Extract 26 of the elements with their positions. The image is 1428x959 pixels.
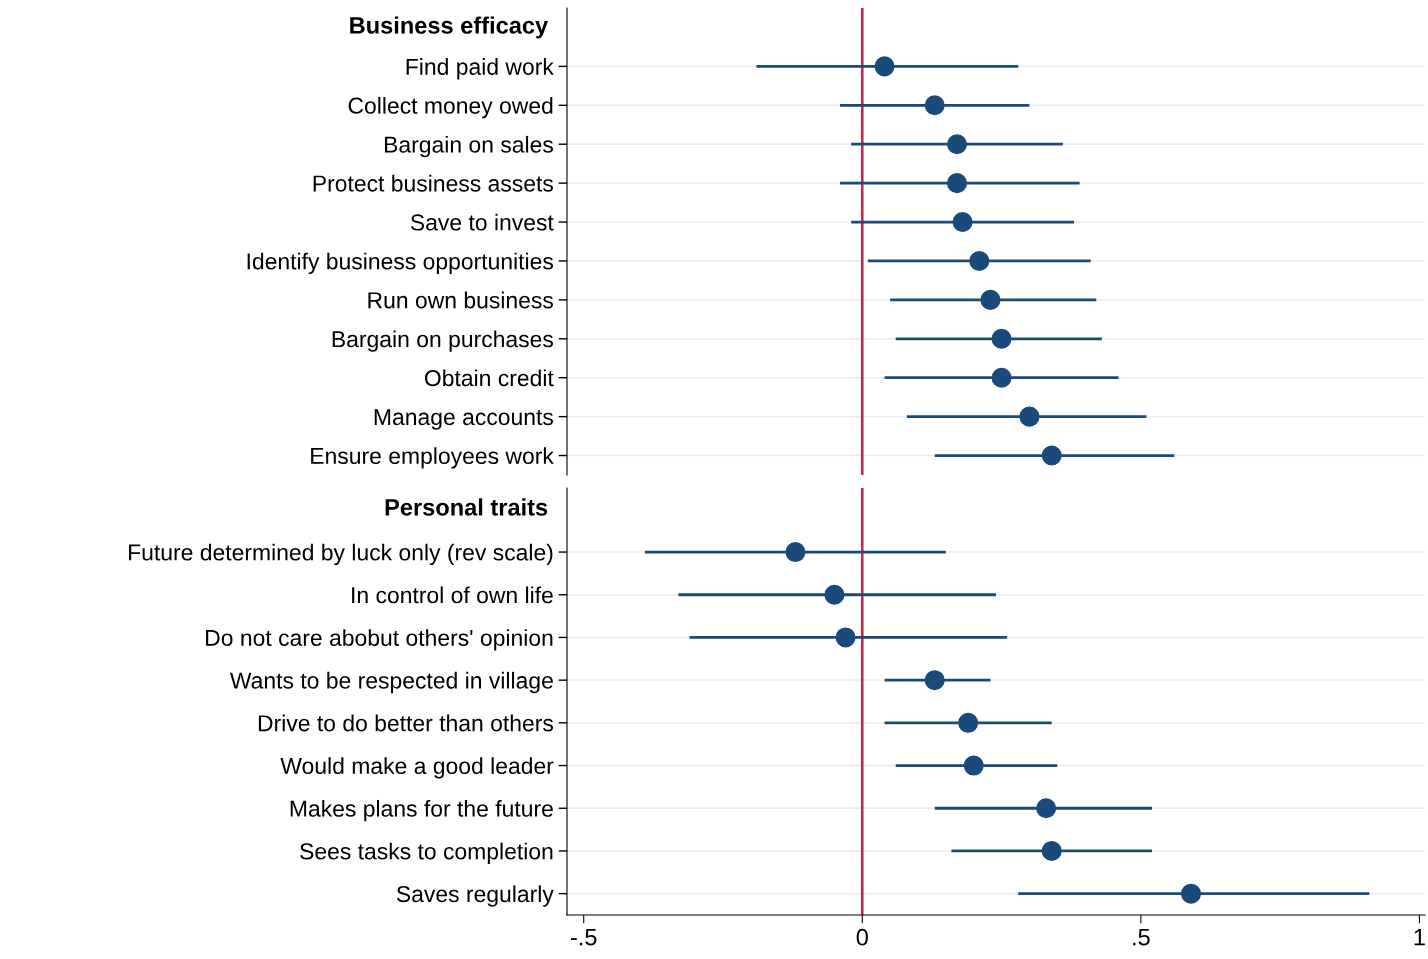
y-tick-label: Sees tasks to completion xyxy=(300,842,553,865)
y-tick-label: Bargain on sales xyxy=(384,135,553,158)
y-tick-label: Ensure employees work xyxy=(311,447,554,469)
y-tick-label: Bargain on purchases xyxy=(332,330,553,352)
y-tick-label: Do not care abobut others' opinion xyxy=(206,629,553,651)
y-tick-label: Find paid work xyxy=(406,58,554,80)
chart-title: Personal traits xyxy=(385,498,548,516)
y-tick-label: Wants to be respected in village xyxy=(229,671,553,694)
y-tick-label: Run own business xyxy=(368,291,553,309)
y-tick-label: Identify business opportunities xyxy=(247,252,553,275)
chart-title: Business efficacy xyxy=(350,16,549,39)
y-tick-label: Drive to do better than others xyxy=(258,714,553,732)
y-tick-label: Collect money owed xyxy=(348,96,553,119)
y-tick-label: Obtain credit xyxy=(424,369,554,387)
x-tick-label: 0 xyxy=(856,928,868,946)
y-tick-label: Protect business assets xyxy=(313,174,553,192)
y-tick-label: Save to invest xyxy=(410,213,554,231)
x-tick-label: 1 xyxy=(1414,929,1425,946)
x-tick-label: .5 xyxy=(1133,929,1150,946)
y-tick-label: Saves regularly xyxy=(396,885,554,907)
y-tick-label: Would make a good leader xyxy=(280,757,554,779)
y-tick-label: Makes plans for the future xyxy=(290,799,553,822)
y-tick-label: Future determined by luck only (rev scale) xyxy=(129,543,553,566)
y-tick-label: Manage accounts xyxy=(374,409,553,430)
y-tick-label: In control of own life xyxy=(352,586,553,604)
x-tick-label: -.5 xyxy=(570,929,597,946)
